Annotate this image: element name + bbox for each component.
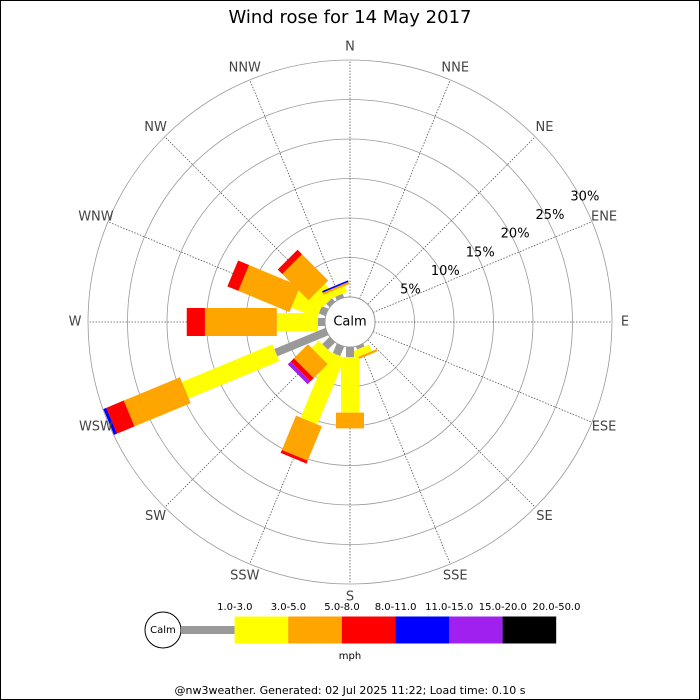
calm-circle bbox=[324, 296, 376, 348]
grid-ring bbox=[166, 138, 534, 506]
bar-segment bbox=[103, 409, 115, 435]
bar-segment bbox=[238, 265, 301, 313]
spoke bbox=[359, 344, 451, 565]
bars bbox=[103, 249, 379, 464]
legend-swatch bbox=[502, 616, 557, 644]
bar-segment bbox=[280, 449, 308, 464]
bar-segment bbox=[276, 313, 318, 331]
direction-label: NNE bbox=[441, 60, 469, 75]
bar-segment bbox=[352, 344, 372, 359]
spoke bbox=[359, 79, 451, 300]
bar-segment bbox=[290, 358, 314, 382]
direction-label: S bbox=[346, 590, 354, 605]
bar-segment bbox=[317, 318, 325, 326]
legend-label: 1.0-3.0 bbox=[217, 602, 252, 613]
direction-label: N bbox=[345, 40, 355, 55]
direction-label: WNW bbox=[78, 209, 114, 224]
spoke bbox=[249, 79, 341, 300]
bar-segment bbox=[227, 260, 250, 291]
direction-label: NNW bbox=[229, 60, 261, 75]
bar-segment bbox=[281, 415, 322, 461]
direction-label: ENE bbox=[591, 209, 617, 224]
unit-label: mph bbox=[339, 651, 361, 662]
bar-segment bbox=[103, 407, 117, 435]
direction-label: WSW bbox=[79, 420, 113, 435]
bar-segment bbox=[181, 344, 280, 399]
r-tick-label: 30% bbox=[570, 190, 599, 205]
legend-swatch bbox=[234, 616, 289, 644]
bar-segment bbox=[322, 280, 349, 293]
bar-segment bbox=[336, 412, 364, 429]
spoke bbox=[372, 221, 593, 313]
direction-label: NW bbox=[144, 120, 167, 135]
bar-segment bbox=[293, 344, 328, 379]
bar-segment bbox=[322, 336, 336, 350]
legend-swatch bbox=[341, 616, 396, 644]
bar-segment bbox=[186, 308, 205, 336]
legend-label: 3.0-5.0 bbox=[271, 602, 306, 613]
legend-calm-label: Calm bbox=[150, 625, 176, 636]
bar-segment bbox=[326, 298, 336, 308]
bar-segment bbox=[291, 290, 324, 319]
bar-segment bbox=[341, 357, 359, 413]
grid-ring bbox=[127, 99, 573, 545]
bar-segment bbox=[282, 254, 329, 301]
legend-swatch bbox=[288, 616, 342, 644]
bar-segment bbox=[277, 249, 303, 275]
bar-segment bbox=[335, 293, 345, 301]
r-tick-label: 20% bbox=[501, 227, 530, 242]
bar-segment bbox=[346, 347, 354, 358]
legend-label: 20.0-50.0 bbox=[532, 602, 580, 613]
bar-segment bbox=[300, 351, 345, 425]
bar-segment bbox=[328, 285, 348, 299]
bar-segment bbox=[355, 343, 365, 350]
direction-label: E bbox=[621, 315, 629, 330]
r-tick-label: 15% bbox=[466, 245, 495, 260]
calm-label: Calm bbox=[333, 315, 366, 330]
bar-segment bbox=[106, 400, 135, 434]
legend-label: 11.0-15.0 bbox=[425, 602, 473, 613]
footer: @nw3weather. Generated: 02 Jul 2025 11:2… bbox=[175, 684, 526, 697]
r-tick-label: 10% bbox=[431, 264, 460, 279]
bar-segment bbox=[332, 343, 345, 357]
direction-label: SSW bbox=[230, 569, 260, 584]
direction-label: SE bbox=[536, 509, 552, 524]
direction-label: NE bbox=[535, 120, 553, 135]
legend-label: 15.0-20.0 bbox=[479, 602, 527, 613]
spoke bbox=[367, 339, 536, 508]
bar-segment bbox=[123, 377, 191, 427]
legend-swatch bbox=[181, 626, 235, 634]
legend-swatch bbox=[395, 616, 449, 644]
bar-segment bbox=[204, 308, 277, 336]
bar-segment bbox=[274, 327, 329, 357]
bar-segment bbox=[322, 281, 350, 295]
legend-label: 5.0-8.0 bbox=[324, 602, 359, 613]
direction-label: SW bbox=[145, 509, 166, 524]
r-tick-label: 5% bbox=[400, 282, 421, 297]
bar-segment bbox=[287, 361, 311, 385]
grid-ring bbox=[87, 59, 613, 585]
direction-label: SSE bbox=[443, 569, 468, 584]
r-tick-label: 25% bbox=[536, 208, 565, 223]
spoke bbox=[367, 136, 536, 305]
bar-segment bbox=[311, 340, 332, 361]
spoke bbox=[372, 331, 593, 423]
chart-title: Wind rose for 14 May 2017 bbox=[229, 7, 472, 28]
legend-label: 8.0-11.0 bbox=[375, 602, 417, 613]
legend-swatch bbox=[449, 616, 503, 644]
direction-label: W bbox=[69, 315, 82, 330]
direction-label: ESE bbox=[592, 420, 617, 435]
